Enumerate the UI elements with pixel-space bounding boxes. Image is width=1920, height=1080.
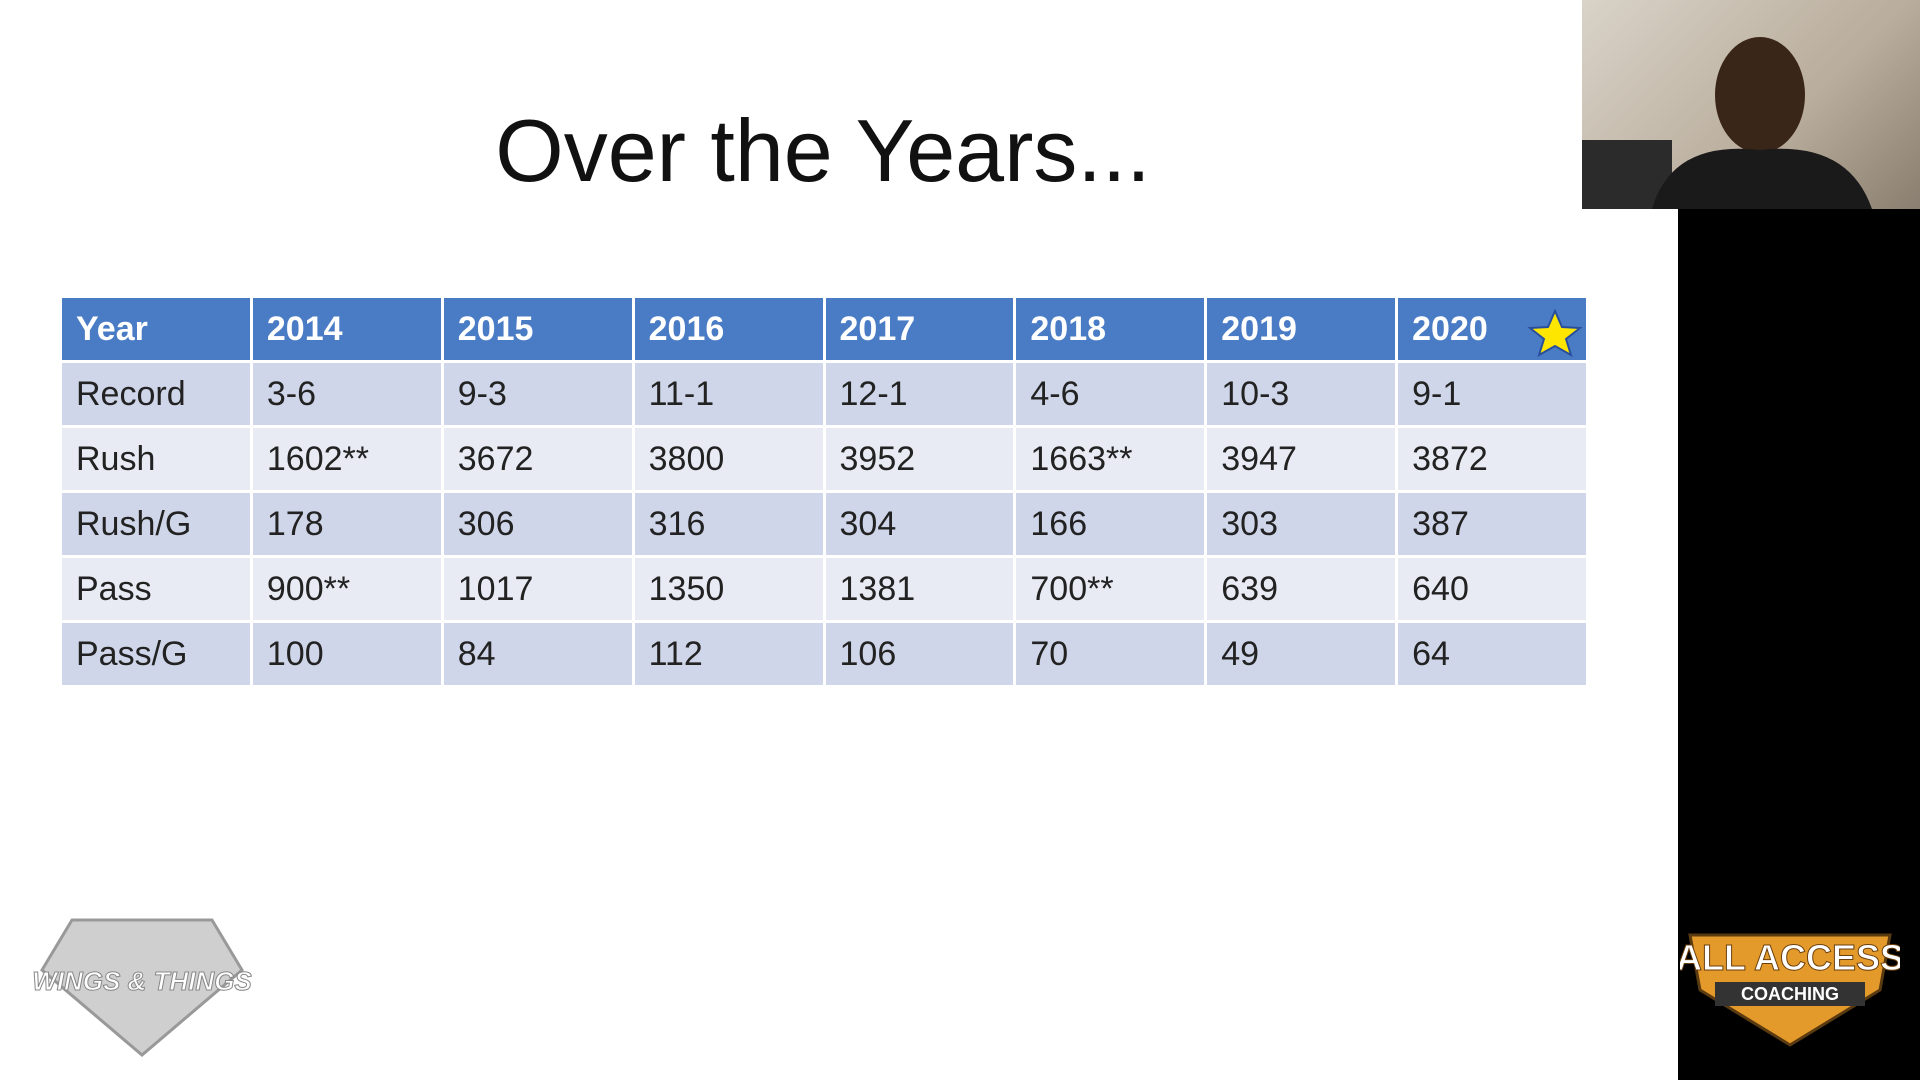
table-row: Rush/G 178 306 316 304 166 303 387 [62, 493, 1586, 555]
row-label: Pass/G [62, 623, 250, 685]
table-cell: 387 [1398, 493, 1586, 555]
table-cell: 640 [1398, 558, 1586, 620]
star-icon [1527, 308, 1583, 358]
logo-text: COACHING [1741, 984, 1839, 1004]
table-cell: 3952 [825, 428, 1014, 490]
table-cell: 10-3 [1207, 363, 1396, 425]
logo-text: ALL ACCESS [1680, 937, 1900, 978]
logo-right: ALL ACCESS COACHING [1680, 933, 1900, 1047]
header-cell: 2014 [252, 298, 441, 360]
table-cell: 1381 [825, 558, 1014, 620]
header-cell: 2015 [443, 298, 632, 360]
table-cell: 316 [634, 493, 823, 555]
table-cell: 306 [443, 493, 632, 555]
table-cell: 3672 [443, 428, 632, 490]
table-cell: 3947 [1207, 428, 1396, 490]
header-cell: 2017 [825, 298, 1014, 360]
table-cell: 900** [252, 558, 441, 620]
table-cell: 303 [1207, 493, 1396, 555]
table-row: Rush 1602** 3672 3800 3952 1663** 3947 3872 [62, 428, 1586, 490]
header-cell: Year [62, 298, 250, 360]
table-cell: 3-6 [252, 363, 441, 425]
row-label: Rush [62, 428, 250, 490]
table-cell: 106 [825, 623, 1014, 685]
table-cell: 12-1 [825, 363, 1014, 425]
header-cell: 2016 [634, 298, 823, 360]
header-row: Year 2014 2015 2016 2017 2018 2019 2020 [62, 298, 1586, 360]
table-row: Pass 900** 1017 1350 1381 700** 639 640 [62, 558, 1586, 620]
table-cell: 178 [252, 493, 441, 555]
slide-title: Over the Years... [495, 101, 1151, 200]
header-cell: 2019 [1207, 298, 1396, 360]
logo-left: WINGS & THINGS [32, 918, 252, 1057]
header-cell: 2018 [1016, 298, 1205, 360]
table-cell: 3872 [1398, 428, 1586, 490]
table-cell: 639 [1207, 558, 1396, 620]
table-cell: 1663** [1016, 428, 1205, 490]
webcam-video [1582, 0, 1920, 209]
table-cell: 49 [1207, 623, 1396, 685]
table-cell: 70 [1016, 623, 1205, 685]
table-cell: 9-1 [1398, 363, 1586, 425]
logo-text: WINGS & THINGS [32, 966, 252, 996]
row-label: Record [62, 363, 250, 425]
table-cell: 112 [634, 623, 823, 685]
table-cell: 304 [825, 493, 1014, 555]
table-cell: 700** [1016, 558, 1205, 620]
presenter [1582, 37, 1872, 209]
table-cell: 4-6 [1016, 363, 1205, 425]
table-cell: 166 [1016, 493, 1205, 555]
table-cell: 84 [443, 623, 632, 685]
table-cell: 9-3 [443, 363, 632, 425]
table-cell: 11-1 [634, 363, 823, 425]
table-cell: 1602** [252, 428, 441, 490]
stats-table: Year 2014 2015 2016 2017 2018 2019 2020 Record 3-… [59, 295, 1589, 688]
row-label: Pass [62, 558, 250, 620]
table-cell: 64 [1398, 623, 1586, 685]
table-cell: 3800 [634, 428, 823, 490]
table-row: Record 3-6 9-3 11-1 12-1 4-6 10-3 9-1 [62, 363, 1586, 425]
table-cell: 1017 [443, 558, 632, 620]
table-row: Pass/G 100 84 112 106 70 49 64 [62, 623, 1586, 685]
table-cell: 100 [252, 623, 441, 685]
row-label: Rush/G [62, 493, 250, 555]
table-cell: 1350 [634, 558, 823, 620]
